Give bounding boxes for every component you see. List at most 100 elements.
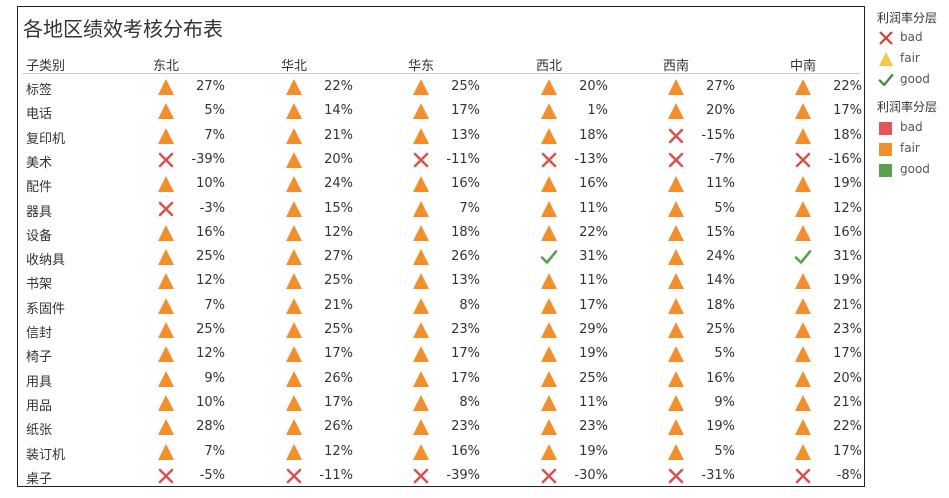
- value-label: -3%: [199, 200, 225, 216]
- fair-mark-icon: [285, 272, 303, 290]
- fair-mark-icon: [157, 272, 175, 290]
- fair-mark-icon: [794, 272, 812, 290]
- bad-mark-icon: [540, 151, 558, 169]
- bad-mark-icon: [157, 200, 175, 218]
- value-label: 14%: [324, 103, 353, 119]
- value-label: 8%: [459, 394, 480, 410]
- row-label: 信封: [26, 326, 53, 341]
- value-label: 11%: [579, 394, 608, 410]
- value-label: 26%: [451, 249, 480, 265]
- fair-mark-icon: [794, 443, 812, 461]
- bad-mark-icon: [157, 151, 175, 169]
- value-label: 19%: [579, 346, 608, 362]
- fair-mark-icon: [540, 394, 558, 412]
- value-label: 25%: [579, 370, 608, 386]
- fair-mark-icon: [285, 78, 303, 96]
- fair-mark-icon: [157, 224, 175, 242]
- row-label: 桌子: [26, 471, 53, 487]
- fair-mark-icon: [667, 370, 685, 388]
- value-label: 22%: [324, 79, 353, 94]
- value-label: 18%: [579, 127, 608, 143]
- value-label: 7%: [459, 200, 480, 216]
- legend-color-title: 利润率分层: [877, 100, 938, 114]
- legend-color-label: bad: [900, 120, 923, 134]
- column-header-0: 东北: [153, 59, 180, 74]
- value-label: 10%: [196, 176, 225, 192]
- value-label: 29%: [579, 322, 608, 337]
- value-label: -16%: [828, 151, 862, 167]
- value-label: 25%: [451, 79, 480, 94]
- row-label: 用品: [26, 398, 53, 414]
- row-label: 配件: [26, 180, 53, 196]
- bad-mark-icon: [157, 467, 175, 485]
- fair-mark-icon: [285, 418, 303, 436]
- fair-mark-icon: [794, 321, 812, 339]
- value-label: 16%: [451, 176, 480, 192]
- value-label: 16%: [451, 443, 480, 459]
- fair-mark-icon: [667, 102, 685, 120]
- value-label: 14%: [706, 273, 735, 289]
- value-label: 13%: [451, 127, 480, 143]
- column-header-1: 华北: [281, 59, 308, 74]
- triangle-icon: [878, 51, 894, 67]
- bad-mark-icon: [667, 127, 685, 145]
- value-label: 23%: [451, 322, 480, 337]
- fair-mark-icon: [667, 200, 685, 218]
- fair-mark-icon: [412, 443, 430, 461]
- fair-mark-icon: [667, 321, 685, 339]
- fair-mark-icon: [667, 224, 685, 242]
- value-label: 11%: [579, 200, 608, 216]
- fair-mark-icon: [412, 127, 430, 145]
- row-label: 电话: [26, 107, 53, 123]
- fair-mark-icon: [157, 78, 175, 96]
- value-label: 9%: [204, 370, 225, 386]
- fair-mark-icon: [285, 321, 303, 339]
- bad-mark-icon: [412, 151, 430, 169]
- value-label: 18%: [706, 297, 735, 313]
- check-icon: [878, 72, 894, 88]
- fair-mark-icon: [285, 224, 303, 242]
- value-label: 24%: [324, 176, 353, 192]
- fair-mark-icon: [540, 200, 558, 218]
- row-label: 装订机: [26, 447, 66, 463]
- fair-mark-icon: [794, 200, 812, 218]
- value-label: -11%: [446, 151, 480, 167]
- value-label: 18%: [833, 127, 862, 143]
- value-label: -11%: [319, 467, 353, 483]
- value-label: 19%: [833, 176, 862, 192]
- fair-mark-icon: [667, 345, 685, 363]
- fair-mark-icon: [794, 224, 812, 242]
- fair-mark-icon: [540, 345, 558, 363]
- value-label: 28%: [196, 419, 225, 435]
- value-label: 21%: [833, 394, 862, 410]
- value-label: 20%: [833, 370, 862, 386]
- fair-mark-icon: [540, 175, 558, 193]
- fair-mark-icon: [667, 78, 685, 96]
- row-label: 椅子: [26, 350, 53, 366]
- fair-mark-icon: [794, 418, 812, 436]
- value-label: 31%: [579, 249, 608, 265]
- fair-mark-icon: [157, 248, 175, 266]
- good-mark-icon: [794, 248, 812, 266]
- value-label: 26%: [324, 419, 353, 435]
- value-label: 25%: [324, 322, 353, 337]
- fair-mark-icon: [157, 443, 175, 461]
- value-label: 19%: [833, 273, 862, 289]
- value-label: 17%: [833, 443, 862, 459]
- value-label: 25%: [196, 249, 225, 265]
- fair-mark-icon: [285, 370, 303, 388]
- value-label: 15%: [324, 200, 353, 216]
- table-frame: [17, 6, 865, 487]
- value-label: 7%: [204, 297, 225, 313]
- value-label: 23%: [579, 419, 608, 435]
- fair-mark-icon: [157, 418, 175, 436]
- fair-mark-icon: [667, 175, 685, 193]
- fair-mark-icon: [285, 345, 303, 363]
- column-header-4: 西南: [663, 59, 690, 74]
- value-label: 31%: [833, 249, 862, 265]
- fair-mark-icon: [157, 345, 175, 363]
- fair-mark-icon: [540, 418, 558, 436]
- value-label: 11%: [579, 273, 608, 289]
- fair-mark-icon: [794, 297, 812, 315]
